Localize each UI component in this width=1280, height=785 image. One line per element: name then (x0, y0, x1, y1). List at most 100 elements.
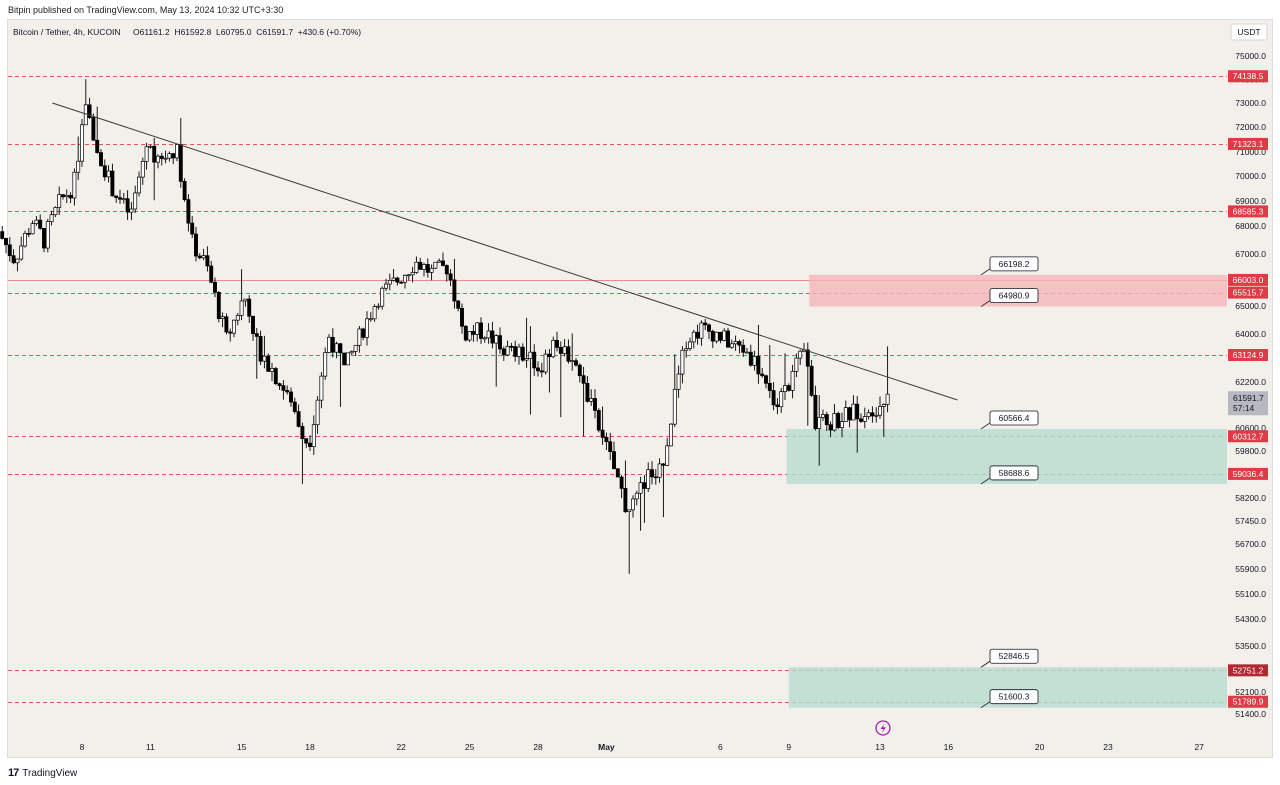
candle[interactable] (91, 113, 96, 141)
candle[interactable] (182, 178, 187, 202)
candle[interactable] (410, 267, 415, 283)
candle[interactable] (15, 258, 20, 272)
candle[interactable] (159, 152, 164, 166)
candle[interactable] (672, 354, 677, 427)
candle[interactable] (794, 353, 799, 378)
candle[interactable] (460, 303, 464, 334)
candle[interactable] (384, 278, 388, 291)
candle[interactable] (201, 248, 206, 261)
candle[interactable] (106, 165, 111, 183)
candle[interactable] (148, 144, 153, 149)
candle[interactable] (802, 343, 806, 353)
candle[interactable] (110, 163, 115, 197)
candle[interactable] (38, 214, 43, 230)
candle[interactable] (61, 194, 65, 200)
candle[interactable] (380, 286, 385, 310)
candle[interactable] (277, 382, 282, 390)
candle[interactable] (501, 346, 506, 361)
candle[interactable] (509, 342, 514, 352)
candle[interactable] (885, 346, 890, 413)
candle[interactable] (775, 398, 780, 415)
candle[interactable] (68, 192, 73, 204)
candle[interactable] (756, 324, 761, 384)
candle[interactable] (289, 387, 293, 407)
zone-price-callout[interactable]: 58688.6 (980, 465, 1039, 485)
candle[interactable] (866, 409, 871, 420)
candle[interactable] (125, 190, 130, 220)
candle[interactable] (349, 350, 354, 355)
candle[interactable] (783, 353, 787, 400)
candle[interactable] (539, 362, 544, 378)
candle[interactable] (498, 327, 502, 354)
candle[interactable] (357, 325, 362, 353)
candle[interactable] (433, 261, 438, 270)
candle[interactable] (319, 372, 324, 409)
candle[interactable] (558, 341, 563, 418)
candle[interactable] (167, 151, 172, 162)
candle[interactable] (330, 328, 335, 358)
candle[interactable] (232, 319, 236, 338)
candle[interactable] (612, 441, 616, 470)
candle[interactable] (786, 383, 791, 392)
zone-price-callout[interactable]: 51600.3 (980, 689, 1039, 709)
candle[interactable] (790, 364, 795, 399)
candle[interactable] (631, 495, 635, 518)
candle[interactable] (429, 264, 434, 281)
candle[interactable] (376, 303, 381, 310)
candle[interactable] (536, 361, 540, 377)
candle[interactable] (570, 333, 575, 371)
candle[interactable] (703, 318, 708, 331)
candle[interactable] (551, 336, 556, 359)
candle[interactable] (353, 344, 358, 357)
candle[interactable] (828, 421, 833, 438)
candle[interactable] (296, 404, 301, 428)
candle[interactable] (581, 366, 586, 437)
candle[interactable] (190, 216, 195, 239)
candle[interactable] (482, 336, 487, 343)
candle[interactable] (235, 312, 240, 326)
candle[interactable] (395, 276, 400, 286)
candle[interactable] (562, 339, 567, 357)
candle[interactable] (292, 397, 297, 414)
candle[interactable] (334, 341, 339, 359)
candle[interactable] (456, 299, 461, 312)
candle[interactable] (368, 312, 373, 322)
zone-price-callout[interactable]: 60566.4 (980, 410, 1039, 430)
candle[interactable] (798, 349, 803, 365)
candle[interactable] (517, 343, 521, 365)
candle[interactable] (23, 230, 27, 248)
candle[interactable] (676, 365, 681, 398)
candle[interactable] (72, 168, 77, 206)
candle[interactable] (859, 413, 863, 423)
candle[interactable] (315, 396, 320, 434)
descending-trendline[interactable] (52, 102, 958, 401)
candle[interactable] (441, 252, 445, 267)
candle[interactable] (266, 353, 271, 372)
candle[interactable] (251, 315, 255, 341)
tradingview-logo[interactable]: 17 TradingView (8, 767, 77, 779)
candle[interactable] (422, 262, 426, 277)
candle[interactable] (813, 385, 818, 431)
candle[interactable] (722, 328, 727, 342)
zone-price-callout[interactable]: 52846.5 (980, 648, 1039, 668)
candle[interactable] (809, 359, 814, 397)
candle[interactable] (726, 327, 730, 348)
candle[interactable] (718, 331, 723, 344)
candle[interactable] (34, 215, 39, 226)
candle[interactable] (874, 407, 879, 423)
candle[interactable] (707, 323, 711, 340)
candle[interactable] (129, 202, 134, 221)
candle[interactable] (414, 256, 419, 274)
candle[interactable] (418, 257, 423, 270)
candle[interactable] (524, 317, 529, 368)
candle[interactable] (691, 329, 696, 349)
candle[interactable] (733, 335, 738, 351)
candle[interactable] (851, 395, 856, 421)
candle[interactable] (486, 323, 491, 344)
candle[interactable] (748, 344, 753, 367)
candle[interactable] (821, 409, 825, 421)
candle[interactable] (604, 432, 609, 451)
candle[interactable] (0, 226, 5, 240)
candle[interactable] (817, 395, 822, 466)
candle[interactable] (95, 106, 100, 154)
